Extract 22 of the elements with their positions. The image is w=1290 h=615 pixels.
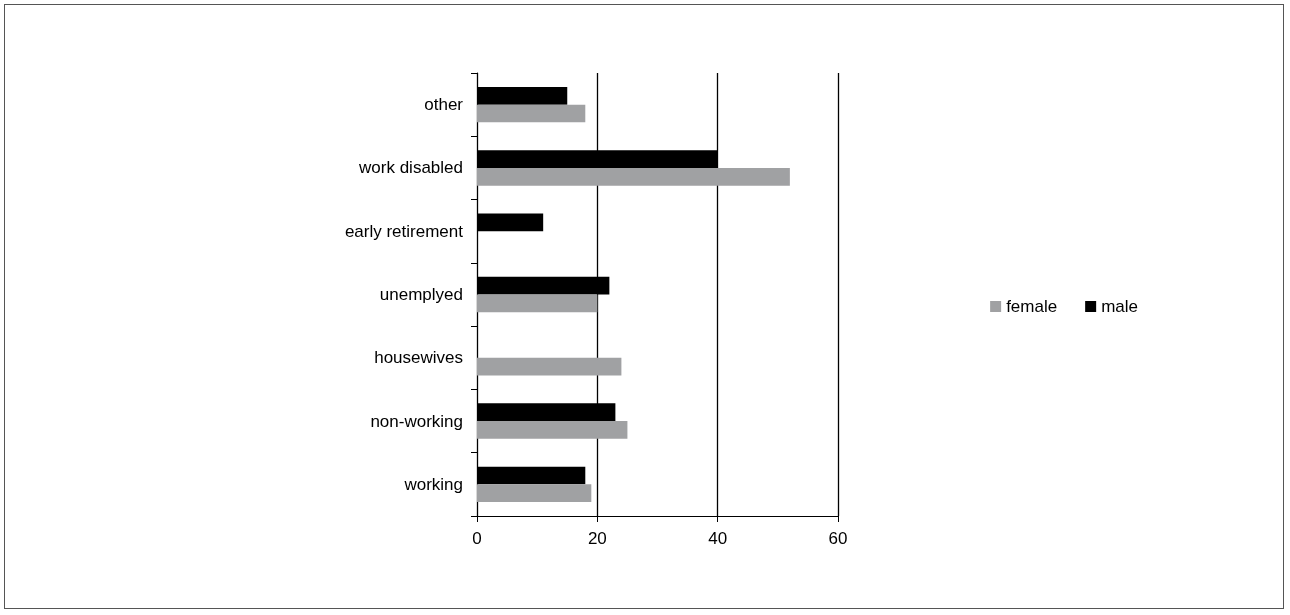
bar	[477, 104, 586, 123]
legend-label: male	[1101, 297, 1139, 316]
bar	[477, 357, 622, 376]
bar	[477, 86, 568, 105]
bar	[477, 421, 628, 439]
y-tick-label: working	[403, 474, 463, 494]
x-tick-label: 0	[472, 529, 482, 548]
bar	[477, 167, 790, 186]
y-tick-label: other	[424, 95, 464, 115]
y-tick-label: non-working	[370, 411, 463, 431]
x-tick-label: 40	[708, 529, 728, 548]
legend-label: female	[1006, 297, 1058, 316]
y-tick-label: unemplyed	[379, 285, 463, 304]
bar	[477, 213, 544, 232]
y-tick-label: work disabled	[358, 158, 463, 178]
bar	[477, 294, 598, 313]
bar	[477, 466, 586, 485]
x-tick-label: 20	[587, 529, 607, 548]
x-tick-label: 60	[828, 529, 848, 548]
y-tick-label: early retirement	[344, 221, 464, 241]
y-tick-label: housewives	[374, 348, 463, 368]
bar	[477, 484, 592, 503]
